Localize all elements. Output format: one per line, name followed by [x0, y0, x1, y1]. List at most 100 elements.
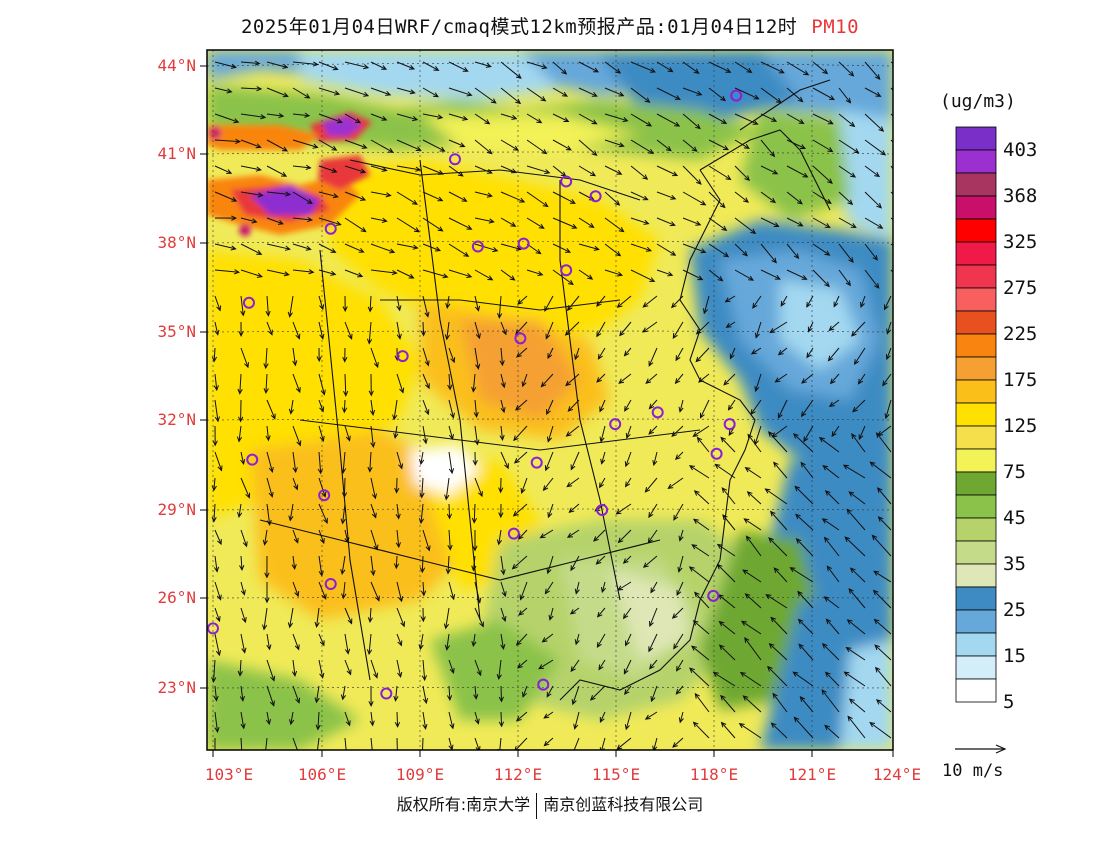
wind-arrow: [448, 113, 469, 121]
wind-arrow: [369, 711, 375, 727]
colorbar-bin: [955, 471, 997, 496]
wind-arrow: [422, 61, 440, 71]
wind-arrow: [422, 191, 444, 202]
wind-arrow: [760, 217, 780, 227]
wind-arrow: [236, 425, 243, 443]
wind-arrow: [630, 165, 649, 180]
wind-arrow: [777, 347, 788, 356]
wind-arrow: [566, 477, 580, 488]
colorbar-bin: [955, 563, 997, 588]
wind-arrow: [526, 191, 549, 208]
wind-arrow: [315, 711, 321, 731]
wind-arrow: [500, 607, 507, 623]
wind-arrow: [344, 321, 353, 340]
wind-arrow: [344, 139, 368, 149]
wind-arrow: [318, 555, 324, 577]
wind-arrow: [496, 529, 503, 546]
wind-arrow: [604, 61, 622, 74]
wind-arrow: [708, 243, 730, 258]
wind-arrow: [474, 269, 494, 281]
wind-arrow: [500, 399, 506, 414]
wind-arrow: [292, 347, 298, 367]
wind-arrow: [742, 695, 762, 713]
wind-arrow: [541, 633, 554, 643]
wind-arrow: [792, 671, 814, 687]
wind-arrow: [367, 607, 373, 624]
wind-arrow: [812, 269, 830, 288]
wind-arrow: [596, 373, 606, 383]
wind-arrow: [473, 399, 479, 418]
wind-arrow: [318, 633, 325, 647]
wind-arrow: [474, 87, 497, 104]
wind-arrow: [474, 477, 483, 498]
wind-arrow: [825, 618, 840, 635]
wind-arrow: [604, 269, 624, 277]
wind-arrow: [342, 295, 348, 313]
wind-arrow: [521, 373, 528, 388]
wind-arrow: [500, 191, 526, 203]
colorbar-label: 45: [1003, 507, 1026, 529]
wind-arrow: [578, 217, 595, 229]
wind-arrow: [769, 321, 788, 334]
wind-arrow: [214, 738, 216, 750]
wind-arrow: [571, 737, 580, 750]
wind-arrow: [596, 633, 606, 648]
wind-arrow: [545, 321, 554, 340]
wind-arrow: [734, 191, 750, 203]
wind-arrow: [600, 581, 606, 594]
wind-arrow: [648, 425, 658, 435]
wind-arrow: [693, 490, 710, 505]
wind-arrow: [630, 243, 652, 252]
wind-arrow: [695, 321, 710, 335]
wind-arrow: [344, 165, 367, 174]
wind-arrow: [882, 373, 892, 387]
wind-arrow: [546, 555, 554, 575]
wind-arrow: [471, 633, 477, 648]
wind-arrow: [367, 451, 373, 473]
wind-arrow: [773, 567, 788, 583]
wind-arrow: [289, 711, 295, 726]
wind-arrow: [444, 633, 451, 651]
wind-arrow: [838, 61, 855, 77]
station-marker: [242, 296, 255, 309]
wind-arrow: [864, 217, 884, 229]
wind-arrow: [649, 607, 658, 628]
wind-arrow: [667, 477, 684, 490]
wind-arrow: [760, 113, 778, 122]
wind-arrow: [593, 529, 606, 542]
wind-arrow: [650, 581, 658, 594]
wind-arrow: [630, 61, 656, 73]
wind-arrow: [623, 659, 632, 675]
wind-arrow: [396, 373, 405, 394]
colorbar-bin: [955, 402, 997, 427]
wind-arrow: [619, 321, 632, 337]
wind-arrow: [422, 295, 430, 318]
wind-arrow: [472, 451, 478, 466]
wind-arrow: [578, 165, 597, 177]
wind-arrow: [812, 139, 834, 153]
wind-arrow: [786, 113, 805, 124]
wind-arrow: [292, 87, 311, 99]
wind-arrow: [682, 191, 707, 206]
wind-arrow: [676, 659, 684, 672]
wind-arrow: [786, 139, 807, 149]
wind-arrow: [422, 87, 440, 98]
wind-arrow: [366, 633, 373, 656]
wind-arrow: [886, 321, 892, 335]
wind-arrow: [474, 139, 493, 155]
wind-arrow: [340, 503, 346, 525]
wind-arrow: [474, 113, 491, 125]
wind-arrow: [777, 399, 788, 419]
wind-arrow: [846, 619, 866, 635]
colorbar-bin: [955, 264, 997, 289]
wind-arrow: [420, 321, 426, 337]
wind-arrow: [864, 61, 881, 80]
lon-label: 121°E: [787, 765, 837, 784]
wind-arrow: [675, 685, 684, 695]
wind-arrow: [420, 607, 426, 623]
wind-arrow: [214, 113, 240, 124]
wind-arrow: [648, 633, 658, 653]
wind-arrow: [844, 536, 866, 557]
wind-arrow: [318, 503, 328, 524]
wind-arrow: [422, 243, 442, 252]
